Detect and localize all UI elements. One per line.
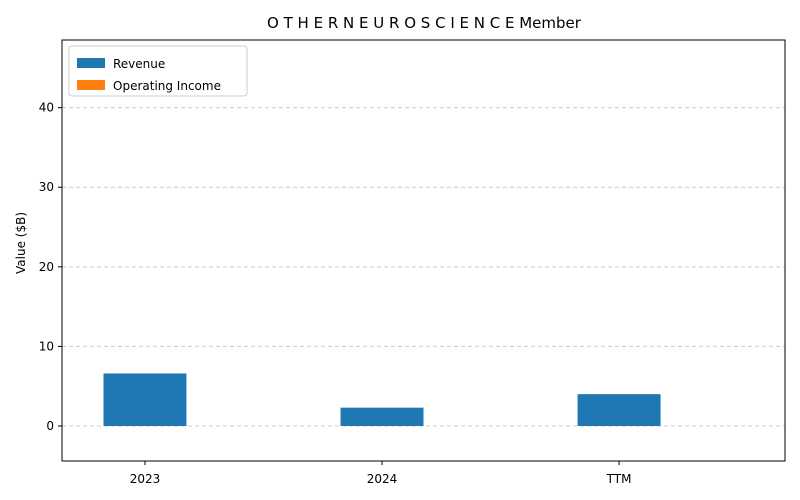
y-axis-label: Value ($B) [14,212,28,274]
y-tick-label: 30 [39,180,54,194]
x-axis-ticks: 2023 2024 TTM [130,461,632,486]
plot-frame [61,39,786,462]
legend-frame [68,45,248,97]
chart-title: O T H E R N E U R O S C I E N C E Member [267,14,582,32]
legend-swatch [77,80,105,90]
y-tick-label: 40 [39,101,54,115]
x-tick-label: 2023 [130,472,161,486]
bar-revenue-2023 [103,373,187,426]
y-tick-label: 0 [46,419,54,433]
legend: Revenue Operating Income [68,45,248,97]
y-tick-label: 20 [39,260,54,274]
bars [103,373,661,426]
gridlines [62,107,785,427]
bar-revenue-ttm [577,394,661,426]
x-tick-label: TTM [606,472,632,486]
legend-swatch [77,58,105,68]
x-tick-label: 2024 [367,472,398,486]
bar-revenue-2024 [340,407,424,426]
legend-entry-label: Revenue [113,57,165,71]
y-tick-label: 10 [39,339,54,353]
legend-entry-label: Operating Income [113,79,221,93]
y-axis-ticks: 0 10 20 30 40 [39,101,62,433]
